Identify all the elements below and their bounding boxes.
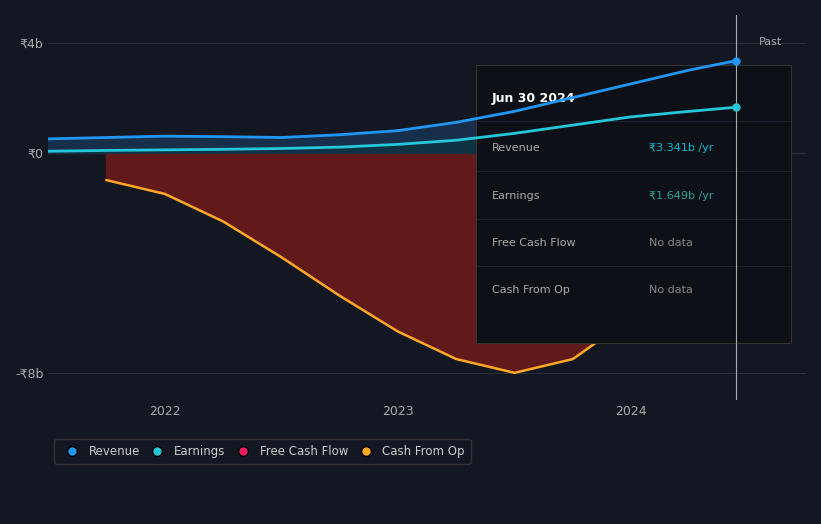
Text: Past: Past [759,37,782,47]
Polygon shape [107,152,736,373]
Legend: Revenue, Earnings, Free Cash Flow, Cash From Op: Revenue, Earnings, Free Cash Flow, Cash … [54,439,470,464]
